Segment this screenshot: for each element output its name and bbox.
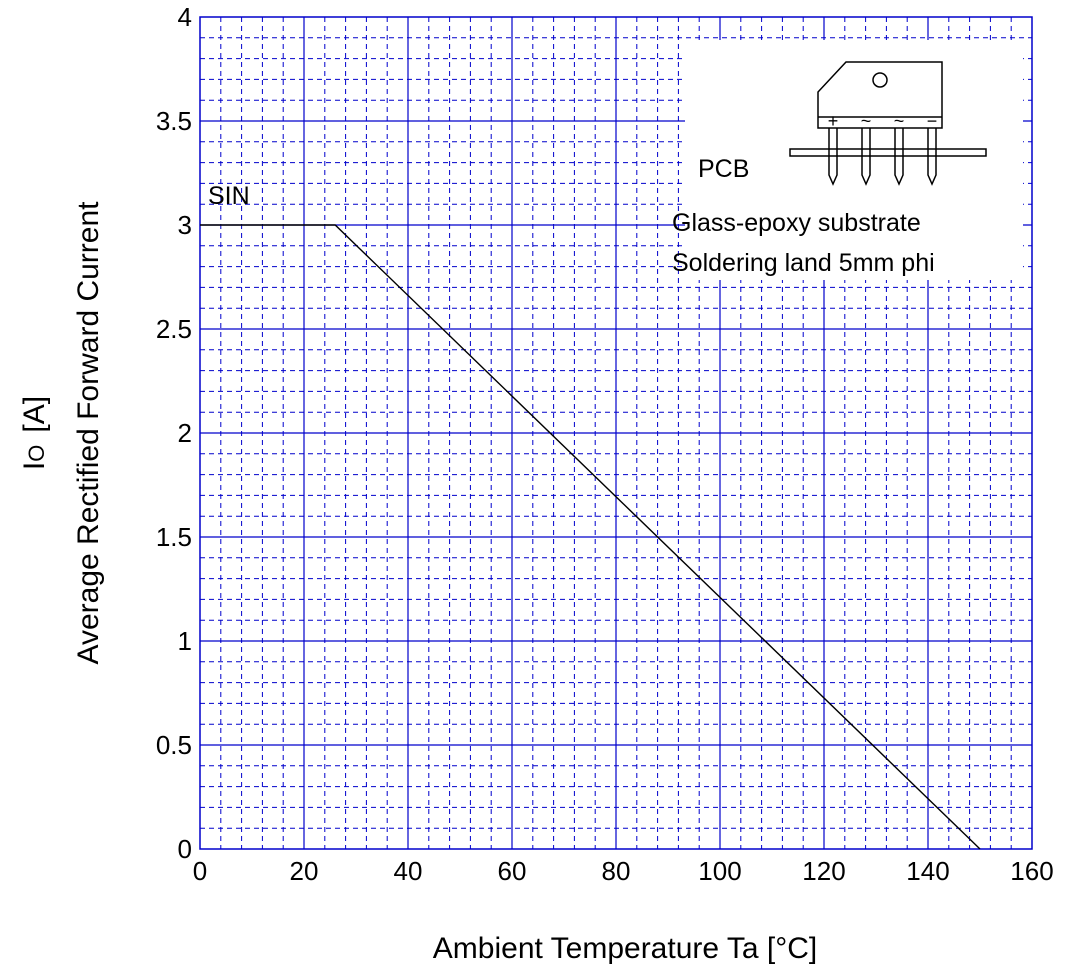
y-tick-label: 0.5 <box>156 730 192 760</box>
y-subscript: O <box>24 445 49 462</box>
y-tick-label: 2.5 <box>156 314 192 344</box>
x-tick-label: 80 <box>602 856 631 886</box>
pcb-label: PCB <box>698 155 749 183</box>
pin-minus-label: − <box>927 111 938 131</box>
x-tick-label: 60 <box>498 856 527 886</box>
y-axis-title-symbol: IO [A] <box>18 396 51 470</box>
y-tick-label: 0 <box>178 834 192 864</box>
y-symbol: I <box>18 462 51 470</box>
y-tick-label: 2 <box>178 418 192 448</box>
package-pin-labels: + ~ ~ − <box>828 111 938 131</box>
pin-ac2-label: ~ <box>894 111 905 131</box>
y-unit: [A] <box>18 396 51 433</box>
bridge-package-icon <box>789 61 987 186</box>
soldering-land-note: Soldering land 5mm phi <box>672 249 935 277</box>
y-tick-label: 1.5 <box>156 522 192 552</box>
y-tick-label: 3.5 <box>156 106 192 136</box>
y-axis-title: Average Rectified Forward Current <box>72 201 105 665</box>
x-tick-label: 120 <box>802 856 845 886</box>
substrate-note: Glass-epoxy substrate <box>672 209 921 237</box>
tick-labels: 0 20 40 60 80 100 120 140 160 0 0.5 1 1.5 2 2.5 3 3.5 4 <box>156 2 1054 886</box>
y-axis-title-main: Average Rectified Forward Current <box>72 201 105 665</box>
x-tick-label: 0 <box>193 856 207 886</box>
x-tick-label: 100 <box>698 856 741 886</box>
pin-ac1-label: ~ <box>861 111 872 131</box>
y-tick-label: 3 <box>178 210 192 240</box>
series-label-sin: SIN <box>208 182 250 210</box>
x-tick-label: 160 <box>1010 856 1053 886</box>
pin-plus-label: + <box>828 111 839 131</box>
x-axis-title: Ambient Temperature Ta [°C] <box>433 932 817 965</box>
y-tick-label: 1 <box>178 626 192 656</box>
x-tick-label: 20 <box>290 856 319 886</box>
x-tick-label: 140 <box>906 856 949 886</box>
x-tick-label: 40 <box>394 856 423 886</box>
y-tick-label: 4 <box>178 2 192 32</box>
series-line-sin <box>200 224 981 850</box>
svg-text:IO[A]: IO [A] <box>18 396 51 470</box>
plot-frame <box>199 16 1033 850</box>
